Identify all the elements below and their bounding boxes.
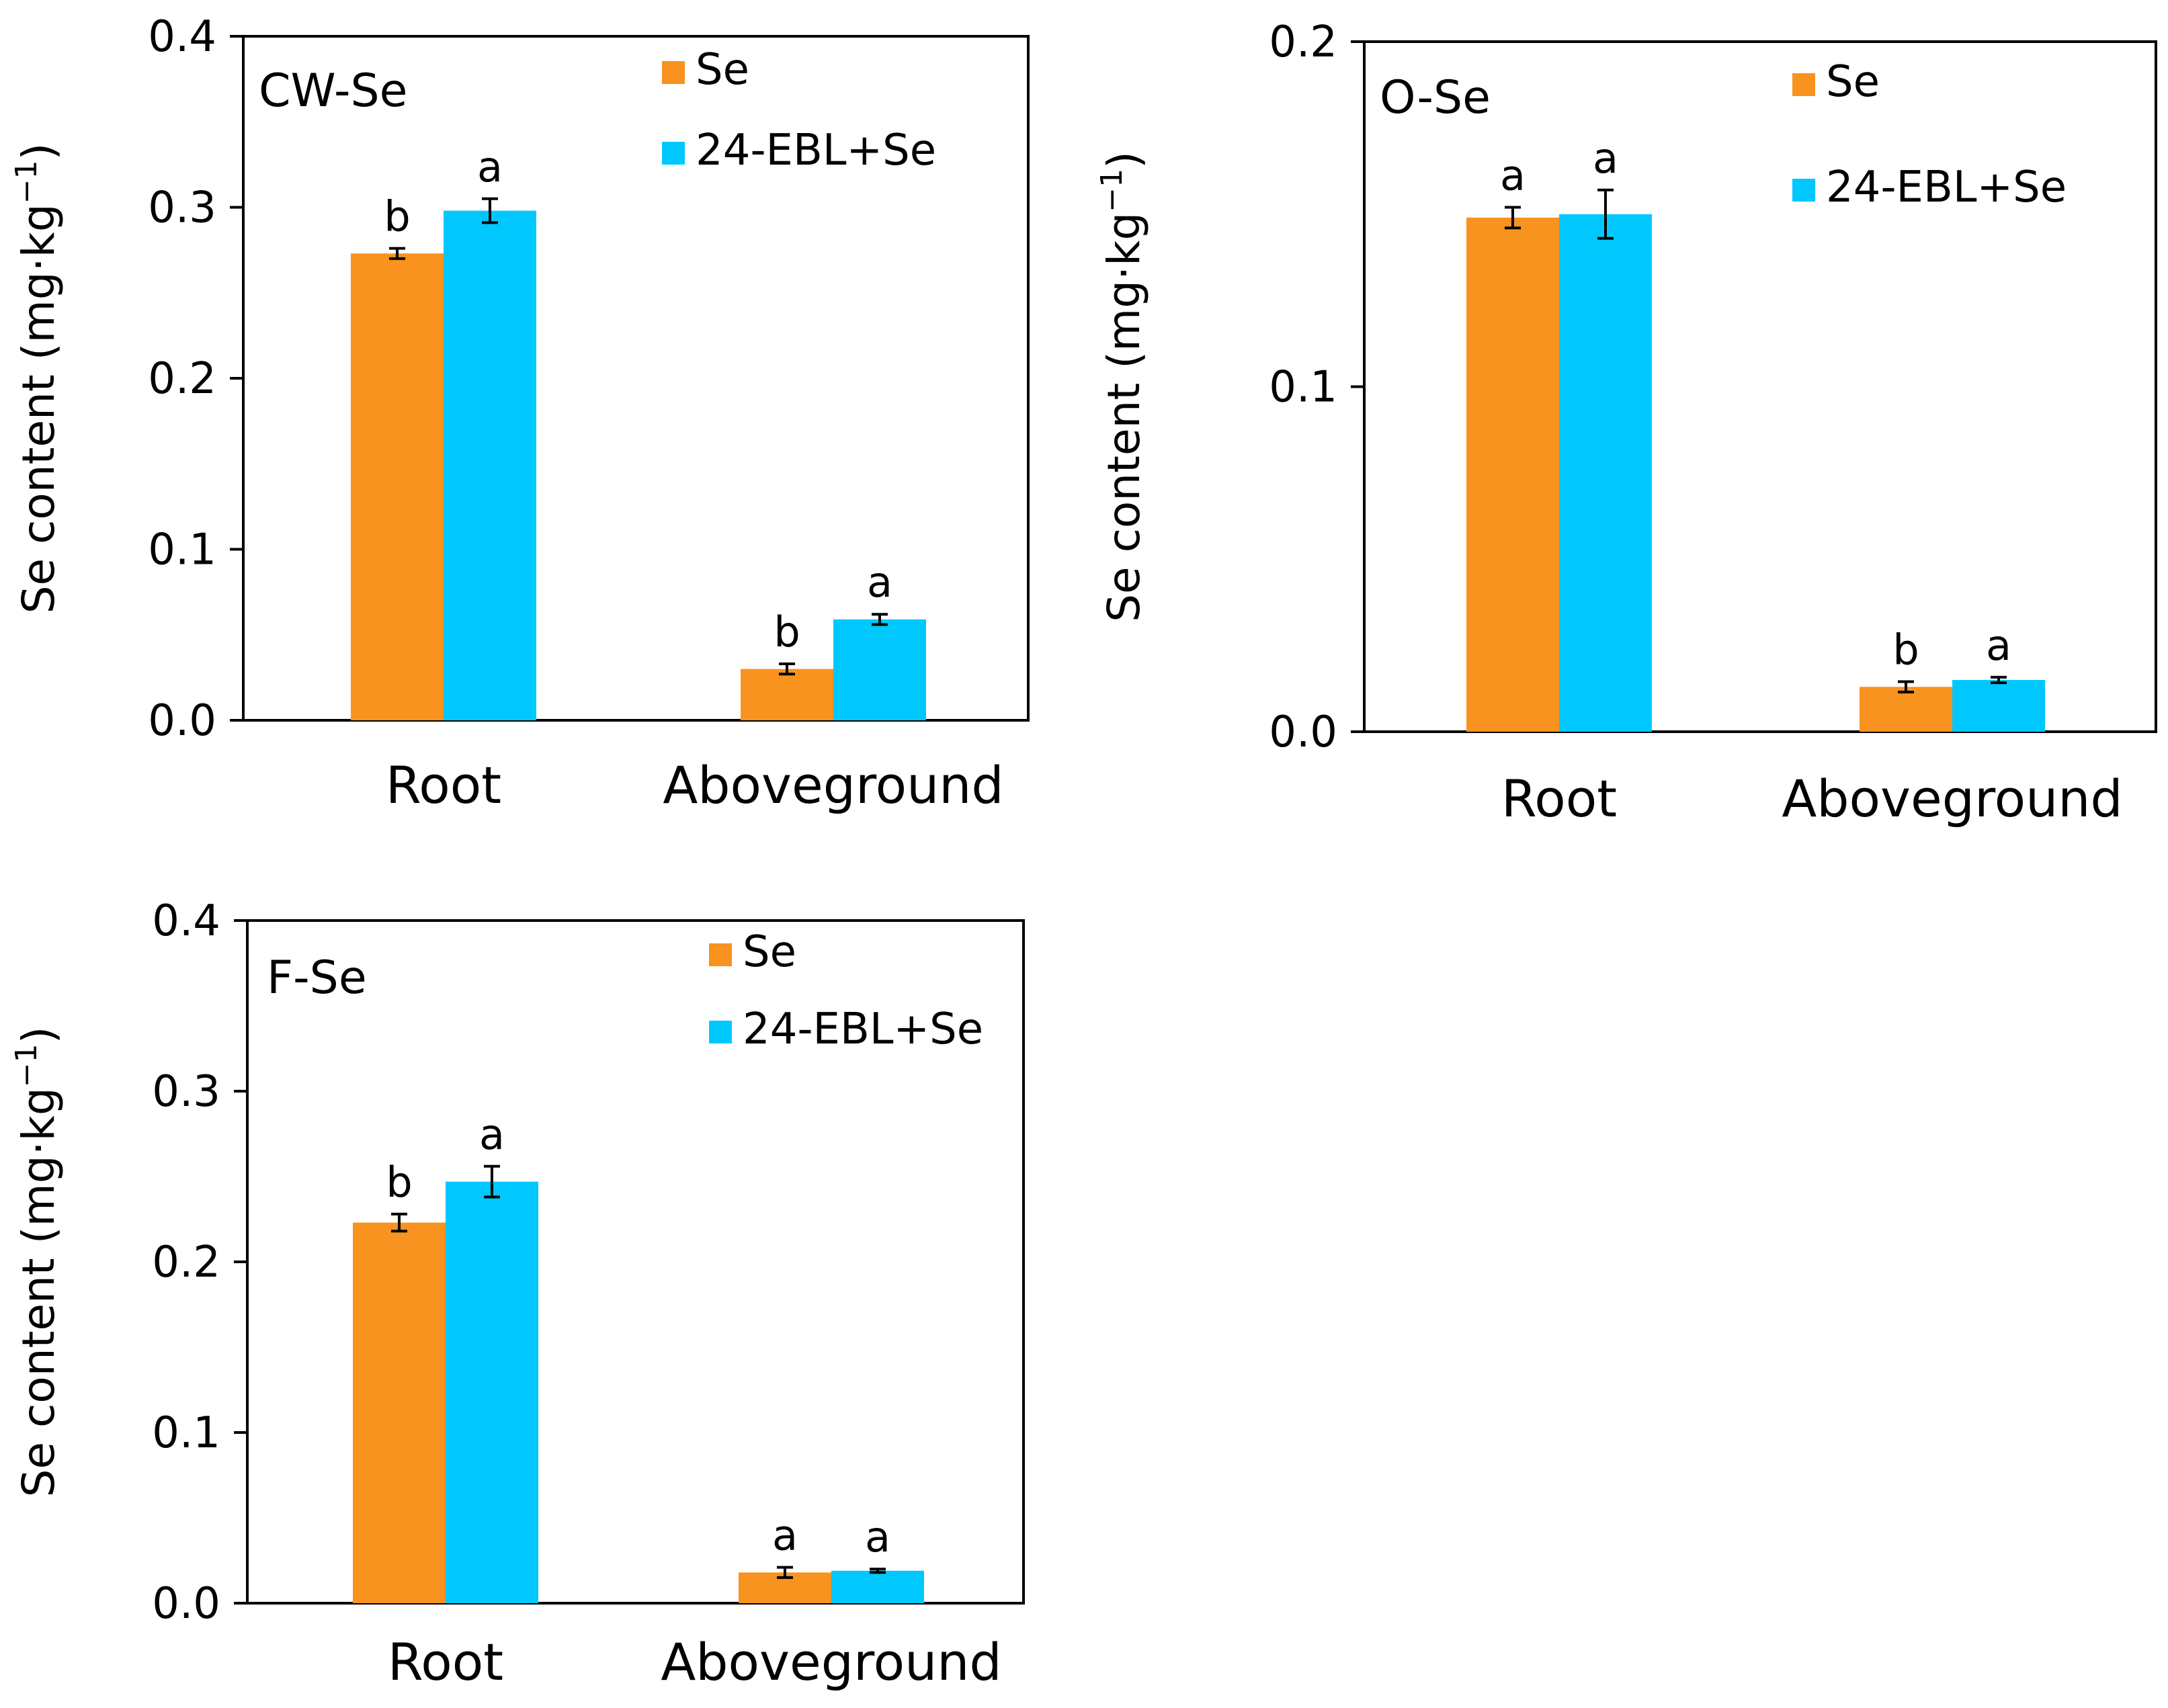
- legend-swatch: [662, 61, 685, 84]
- error-bar: [482, 197, 498, 224]
- significance-letter: a: [1500, 151, 1526, 200]
- bar-ebl-se-root: [1559, 214, 1652, 732]
- bar-se-root: [351, 253, 444, 721]
- y-tick-label: 0.0: [152, 1579, 220, 1629]
- bar-ebl-se-root: [446, 1181, 538, 1603]
- x-category-label: Aboveground: [1782, 769, 2122, 828]
- legend-swatch: [709, 943, 732, 966]
- error-bar: [1505, 206, 1521, 230]
- y-tick-label: 0.1: [1269, 363, 1337, 413]
- significance-letter: b: [774, 607, 800, 656]
- y-tick-label: 0.3: [148, 183, 216, 233]
- y-axis-label-close: ): [1098, 151, 1150, 169]
- significance-letter: a: [1593, 134, 1618, 183]
- significance-letter: b: [386, 1158, 412, 1207]
- bar-se-aboveground: [741, 669, 833, 720]
- y-tick-label: 0.2: [1269, 17, 1337, 67]
- y-tick-label: 0.2: [152, 1238, 220, 1287]
- chart-panel-1: 0.0 0.1 0.2 0.3 0.4 Se content (mg·kg−1) CW-Se…: [9, 12, 1030, 815]
- bar-ebl-se-root: [444, 210, 536, 721]
- legend-label: 24-EBL+Se: [743, 1005, 983, 1054]
- x-category-label: Root: [1501, 769, 1617, 828]
- legend-label: Se: [743, 927, 796, 977]
- significance-letter: a: [1986, 621, 2011, 670]
- y-axis-label-close: ): [13, 1027, 65, 1044]
- y-axis-label-superscript: −1: [9, 160, 44, 204]
- x-category-label: Root: [388, 1632, 503, 1692]
- panel-label: F-Se: [267, 951, 367, 1005]
- error-bar: [870, 1568, 886, 1574]
- bar-se-root: [1466, 217, 1559, 732]
- y-axis-label-main: Se content (mg·kg: [13, 1087, 65, 1497]
- significance-letter: a: [865, 1512, 890, 1562]
- error-bar: [1991, 675, 2007, 685]
- significance-letter: a: [479, 1110, 505, 1159]
- error-bar: [1597, 188, 1614, 240]
- y-tick-label: 0.3: [152, 1067, 220, 1117]
- y-axis-label: Se content (mg·kg−1): [1095, 151, 1150, 622]
- significance-letter: b: [384, 192, 410, 241]
- error-bar: [391, 1212, 407, 1233]
- y-tick-label: 0.2: [148, 354, 216, 404]
- error-bar: [777, 1566, 793, 1579]
- y-axis-label-superscript: −1: [9, 1043, 44, 1087]
- error-bar: [1898, 680, 1914, 693]
- y-axis-label: Se content (mg·kg−1): [9, 1027, 65, 1498]
- y-tick-label: 0.1: [152, 1408, 220, 1458]
- y-tick-label: 0.0: [148, 696, 216, 746]
- significance-letter: b: [1892, 626, 1919, 675]
- x-category-label: Aboveground: [663, 755, 1003, 815]
- chart-panel-2: 0.0 0.1 0.2 Se content (mg·kg−1) O-Se Root Abo…: [1095, 17, 2157, 828]
- legend-swatch: [709, 1021, 732, 1043]
- y-axis-label-superscript: −1: [1095, 169, 1129, 212]
- y-tick-label: 0.4: [148, 12, 216, 62]
- bar-se-aboveground: [1860, 687, 1952, 732]
- significance-letter: a: [867, 558, 892, 607]
- legend-label: 24-EBL+Se: [696, 126, 936, 175]
- y-axis-label-main: Se content (mg·kg: [1098, 212, 1150, 622]
- error-bar: [779, 663, 795, 676]
- x-category-label: Aboveground: [661, 1632, 1001, 1692]
- legend-label: Se: [696, 45, 749, 95]
- chart-panel-3: 0.0 0.1 0.2 0.3 0.4 Se content (mg·kg−1) F-Se R…: [9, 896, 1025, 1692]
- bar-ebl-se-aboveground: [831, 1570, 924, 1603]
- error-bar: [389, 247, 405, 260]
- bar-se-root: [353, 1222, 446, 1603]
- y-tick-label: 0.4: [152, 896, 220, 946]
- legend-swatch: [662, 142, 685, 165]
- bar-ebl-se-aboveground: [1952, 679, 2045, 732]
- y-axis-label: Se content (mg·kg−1): [9, 143, 65, 614]
- y-tick-label: 0.0: [1269, 708, 1337, 757]
- bar-ebl-se-aboveground: [833, 619, 926, 720]
- panel-label: CW-Se: [259, 65, 408, 118]
- legend-swatch: [1792, 179, 1815, 202]
- legend-swatch: [1792, 73, 1815, 96]
- x-category-label: Root: [386, 755, 501, 815]
- error-bar: [484, 1164, 500, 1199]
- significance-letter: a: [477, 142, 503, 191]
- y-tick-label: 0.1: [148, 525, 216, 575]
- legend-label: Se: [1826, 57, 1880, 107]
- panel-label: O-Se: [1380, 71, 1491, 124]
- error-bar: [872, 613, 888, 626]
- y-axis-label-main: Se content (mg·kg: [13, 204, 65, 613]
- legend-label: 24-EBL+Se: [1826, 163, 2067, 212]
- y-axis-label-close: ): [13, 143, 65, 161]
- significance-letter: a: [772, 1511, 798, 1560]
